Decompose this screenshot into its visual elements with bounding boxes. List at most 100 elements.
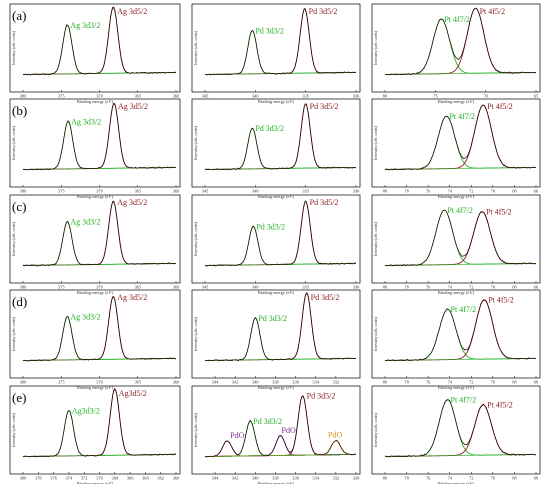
x-tick-label: 336	[292, 476, 299, 481]
peak-label: Pt 4f5/2	[480, 7, 506, 16]
background-line	[204, 454, 357, 457]
peak-label: Ag 3d3/2	[70, 217, 100, 226]
peak-label: PdO	[230, 431, 244, 440]
fit-envelope	[22, 389, 177, 457]
x-tick-label: 76	[426, 285, 431, 290]
x-tick-label: 345	[202, 189, 209, 194]
panel-frame	[9, 289, 181, 379]
y-axis-label: Intensity (arb. units)	[11, 316, 16, 351]
panel-frame	[191, 289, 361, 379]
x-tick-label: 365	[134, 285, 141, 290]
y-axis-label: Intensity (arb. units)	[11, 30, 16, 65]
x-tick-label: 80	[383, 189, 388, 194]
x-tick-label: 68	[512, 189, 517, 194]
x-tick-label: 78	[404, 189, 409, 194]
x-tick-label: 66	[534, 189, 539, 194]
peak-label: Pd 3d3/2	[258, 314, 287, 323]
y-axis-label: Intensity (arb. units)	[373, 30, 378, 65]
x-tick-label: 360	[173, 380, 180, 385]
peak-label: Pt 4f7/2	[447, 206, 473, 215]
x-tick-label: 368	[112, 476, 119, 481]
x-tick-label: 72	[469, 380, 473, 385]
xps-panel: Intensity (arb. units) 80 78 76 74 72 70 68 66 Bi…	[371, 98, 541, 199]
x-tick-label: 330	[353, 189, 360, 194]
x-tick-label: 70	[491, 189, 496, 194]
x-tick-label: 334	[312, 380, 319, 385]
x-tick-label: 365	[134, 189, 141, 194]
x-tick-label: 360	[173, 189, 180, 194]
xps-panel: Intensity (arb. units) 345 340 335 330 Bindin…	[191, 98, 361, 199]
x-tick-label: 344	[212, 380, 219, 385]
peak-label: Ag 3d3/2	[71, 117, 101, 126]
raw-data-curve	[22, 296, 177, 362]
raw-data-curve	[384, 209, 537, 267]
x-tick-label: 75	[433, 94, 438, 99]
x-tick-label: 66	[534, 285, 539, 290]
peak-label: Pt 4f5/2	[487, 102, 513, 111]
raw-data-curve	[22, 389, 177, 458]
peak-label: Ag 3d5/2	[118, 102, 148, 111]
row-label: (e)	[12, 390, 26, 405]
x-tick-label: 330	[353, 94, 360, 99]
x-tick-label: 370	[96, 94, 103, 99]
x-tick-label: 68	[512, 380, 517, 385]
xps-panel: Intensity (arb. units) 380 375 370 365 360 Bin…	[9, 289, 181, 390]
x-tick-label: 360	[173, 285, 180, 290]
x-tick-label: 380	[20, 285, 27, 290]
peak-label: Pt 4f5/2	[488, 296, 514, 305]
y-axis-label: Intensity (arb. units)	[373, 125, 378, 160]
panel-frame	[191, 385, 361, 475]
x-tick-label: 335	[302, 189, 309, 194]
panel-frame	[371, 3, 541, 93]
x-tick-label: 374	[66, 476, 73, 481]
x-tick-label: 66	[534, 476, 539, 481]
y-axis-label: Intensity (arb. units)	[373, 316, 378, 351]
x-tick-label: 340	[252, 476, 259, 481]
x-axis-label: Binding energy (eV)	[77, 385, 114, 390]
peak-label: Pd 3d5/2	[307, 392, 336, 401]
peak-label: Pt 4f7/2	[451, 305, 477, 314]
x-tick-label: 72	[469, 476, 473, 481]
x-tick-label: 375	[58, 380, 65, 385]
x-tick-label: 365	[134, 380, 141, 385]
peak-label: Pd 3d3/2	[255, 124, 284, 133]
x-tick-label: 76	[426, 380, 431, 385]
x-tick-label: 70	[491, 380, 496, 385]
fit-envelope	[204, 8, 357, 75]
x-tick-label: 335	[302, 94, 309, 99]
x-tick-label: 66	[534, 380, 539, 385]
x-tick-label: 70	[491, 285, 496, 290]
xps-panel: Intensity (arb. units) 344 342 340 338 336 334…	[191, 289, 361, 390]
xps-panel: Intensity (arb. units) 345 340 335 330 Bindin…	[191, 194, 361, 295]
peak-label: Pt 4f5/2	[486, 208, 512, 217]
x-tick-label: 345	[202, 94, 209, 99]
peak-label: Ag 3d5/2	[117, 293, 147, 302]
x-tick-label: 365	[134, 94, 141, 99]
peak-label: Pd 3d5/2	[309, 7, 338, 16]
x-tick-label: 68	[512, 476, 517, 481]
x-axis-label: Binding energy (eV)	[77, 194, 114, 199]
peak-label: Pt 4f7/2	[449, 112, 475, 121]
panel-frame	[9, 3, 181, 93]
x-tick-label: 380	[20, 94, 27, 99]
x-tick-label: 74	[448, 476, 453, 481]
panel-frame	[9, 98, 181, 188]
x-axis-label: Binding energy (eV)	[258, 481, 295, 484]
x-tick-label: 68	[512, 285, 517, 290]
y-axis-label: Intensity (arb. units)	[193, 221, 198, 256]
x-axis-label: Binding energy (eV)	[438, 290, 475, 295]
raw-data-curve	[384, 104, 537, 171]
x-tick-label: 74	[448, 189, 453, 194]
x-tick-label: 70	[491, 476, 496, 481]
y-axis-label: Intensity (arb. units)	[193, 412, 198, 447]
x-tick-label: 362	[157, 476, 164, 481]
x-tick-label: 334	[312, 476, 319, 481]
x-tick-label: 80	[383, 476, 388, 481]
x-tick-label: 372	[81, 476, 88, 481]
raw-data-curve	[22, 102, 177, 171]
y-axis-label: Intensity (arb. units)	[11, 412, 16, 447]
x-tick-label: 342	[232, 476, 239, 481]
x-tick-label: 364	[142, 476, 149, 481]
